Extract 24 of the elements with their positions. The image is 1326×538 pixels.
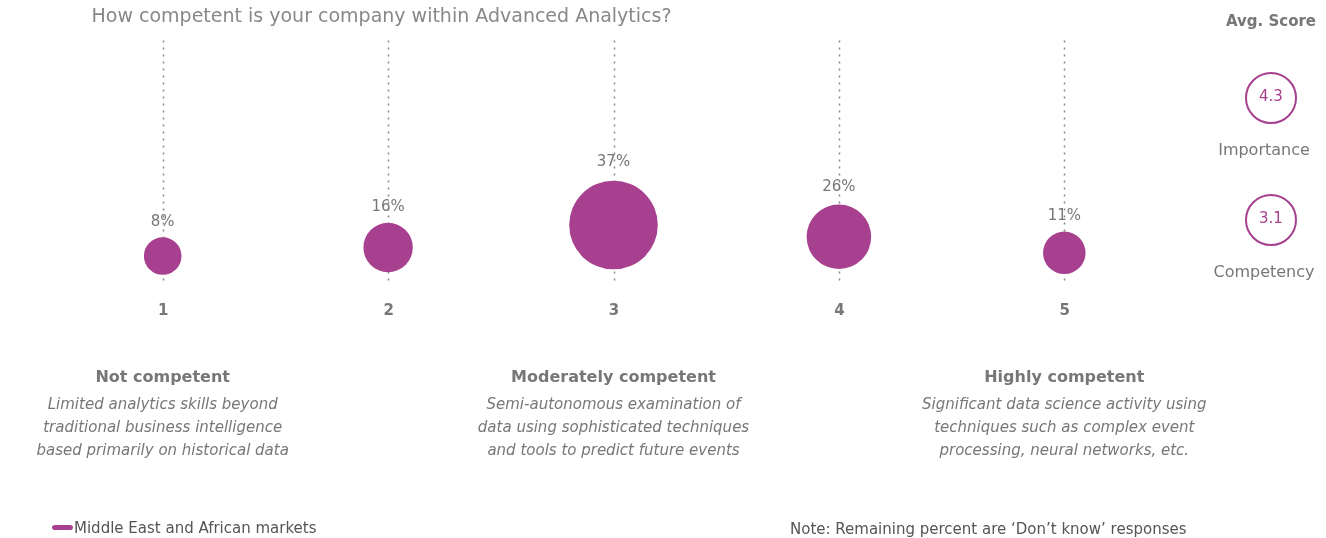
data-label: 16% (371, 196, 405, 215)
legend-label: Middle East and African markets (74, 518, 317, 537)
data-label: 8% (150, 211, 175, 230)
text: Semi-autonomous examination of data using sophisticated techniques and tools to predict future events (477, 395, 750, 459)
text: Importance (1217, 140, 1311, 159)
text: Significant data science activity using techniques such as complex event processing, neural networks, etc. (922, 395, 1207, 459)
data-label: 37% (596, 152, 631, 171)
chart-title: How competent is your company within Advanced Analytics? (91, 4, 672, 26)
text: Limited analytics skills beyond traditional business intelligence based primarily on historical data (36, 395, 289, 459)
x-tick-label: 2 (383, 300, 394, 319)
x-tick-label: 4 (834, 300, 845, 319)
x-tick-label: 1 (157, 300, 169, 319)
text: 4.3 (1258, 87, 1284, 105)
text: Not competent (95, 367, 231, 386)
text: Highly competent (984, 367, 1145, 386)
x-tick-label: 5 (1059, 300, 1071, 319)
text: Moderately competent (511, 367, 717, 386)
text: Competency (1212, 262, 1316, 281)
data-label: 26% (822, 177, 856, 196)
text: 3.1 (1258, 209, 1284, 227)
data-label: 11% (1047, 205, 1081, 224)
text: Avg. Score (1224, 12, 1318, 30)
x-tick-label: 3 (608, 300, 620, 319)
text: Note: Remaining percent are ‘Don’t know’ responses (790, 520, 1187, 538)
